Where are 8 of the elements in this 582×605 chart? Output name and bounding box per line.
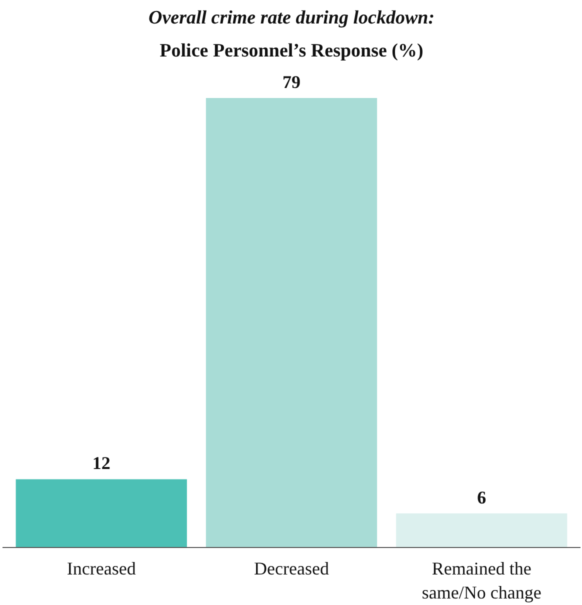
chart-title: Overall crime rate during lockdown: [148,8,435,28]
x-tick-label: Remained the same/No change [422,558,542,602]
x-tick-label: Decreased [254,558,329,578]
chart-subtitle: Police Personnel’s Response (%) [160,40,424,62]
data-label: 12 [92,453,110,474]
x-tick-label: Increased [66,558,136,578]
data-label: 6 [477,487,486,508]
data-label: 79 [282,72,300,92]
